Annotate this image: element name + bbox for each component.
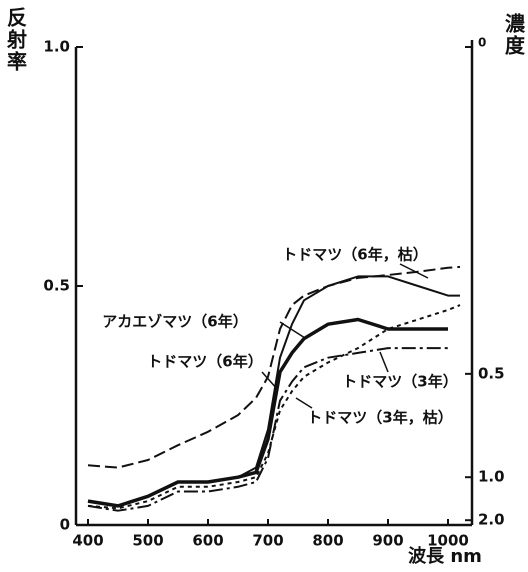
x-axis-label: 波長 nm [408, 545, 482, 567]
x-tick-label: 600 [192, 532, 223, 550]
x-tick-label: 500 [132, 532, 163, 550]
x-tick-label: 900 [372, 532, 403, 550]
series-label: アカエゾマツ（6年） [102, 313, 247, 331]
series-line [87, 265, 461, 469]
y2-tick-label: 1.0 [478, 468, 505, 486]
series-line [87, 347, 448, 512]
series-label: トドマツ（6年，枯） [282, 246, 427, 264]
y-tick-label: 1.0 [43, 38, 70, 56]
series-label: トドマツ（6年） [147, 353, 262, 371]
leader-line [279, 321, 306, 339]
x-tick-label: 700 [252, 532, 283, 550]
leader-line [295, 397, 313, 409]
y2-tick-label: 0.5 [478, 364, 505, 382]
x-tick-label: 800 [312, 532, 343, 550]
x-tick-label: 400 [72, 532, 103, 550]
series-label: トドマツ（3年，枯） [307, 409, 452, 427]
leader-line [379, 351, 389, 373]
series-line [87, 304, 461, 510]
series-line [87, 275, 460, 507]
y-axis-label: 反射率 [4, 7, 28, 73]
series-label: トドマツ（3年） [342, 373, 457, 391]
y2-axis-label: 濃度 [502, 13, 526, 57]
leader-line [399, 263, 429, 279]
series-line [87, 317, 448, 508]
y-tick-label: 0.5 [43, 277, 70, 295]
y2-tick-label: 0 [478, 36, 486, 50]
y2-tick-label: 2.0 [478, 511, 505, 529]
x-tick-label: 1000 [427, 532, 469, 550]
y-tick-label: 0 [60, 516, 70, 534]
leader-line [261, 371, 279, 391]
